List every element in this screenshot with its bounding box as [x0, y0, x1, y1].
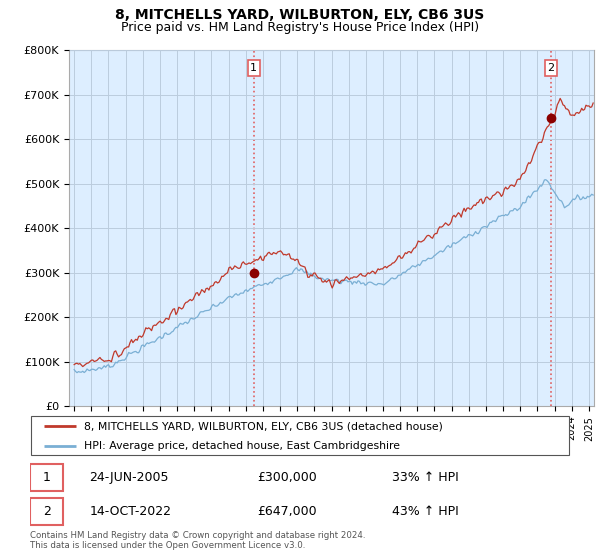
Text: 33% ↑ HPI: 33% ↑ HPI [392, 471, 458, 484]
Text: 43% ↑ HPI: 43% ↑ HPI [392, 505, 458, 518]
Text: 1: 1 [250, 63, 257, 73]
Text: £300,000: £300,000 [257, 471, 317, 484]
Text: £647,000: £647,000 [257, 505, 316, 518]
Text: Price paid vs. HM Land Registry's House Price Index (HPI): Price paid vs. HM Land Registry's House … [121, 21, 479, 34]
Text: HPI: Average price, detached house, East Cambridgeshire: HPI: Average price, detached house, East… [84, 441, 400, 451]
FancyBboxPatch shape [30, 464, 64, 491]
Text: 2: 2 [43, 505, 50, 518]
Text: 24-JUN-2005: 24-JUN-2005 [89, 471, 169, 484]
FancyBboxPatch shape [30, 498, 64, 525]
FancyBboxPatch shape [31, 416, 569, 455]
Text: 8, MITCHELLS YARD, WILBURTON, ELY, CB6 3US (detached house): 8, MITCHELLS YARD, WILBURTON, ELY, CB6 3… [84, 421, 443, 431]
Text: Contains HM Land Registry data © Crown copyright and database right 2024.
This d: Contains HM Land Registry data © Crown c… [30, 531, 365, 550]
Text: 1: 1 [43, 471, 50, 484]
Text: 2: 2 [547, 63, 554, 73]
Text: 8, MITCHELLS YARD, WILBURTON, ELY, CB6 3US: 8, MITCHELLS YARD, WILBURTON, ELY, CB6 3… [115, 8, 485, 22]
Text: 14-OCT-2022: 14-OCT-2022 [89, 505, 172, 518]
